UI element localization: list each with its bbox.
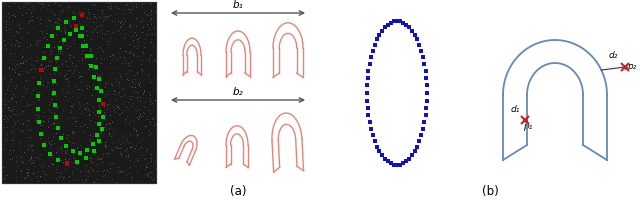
Text: p₂: p₂	[627, 62, 636, 71]
Text: b₂: b₂	[232, 87, 243, 97]
Bar	[2, 2, 157, 184]
Text: (b): (b)	[482, 185, 499, 198]
Text: (a): (a)	[230, 185, 246, 198]
Text: p₁: p₁	[523, 122, 532, 131]
Text: d₁: d₁	[511, 105, 520, 114]
Text: b₁: b₁	[232, 0, 243, 10]
Text: d₂: d₂	[609, 51, 618, 60]
